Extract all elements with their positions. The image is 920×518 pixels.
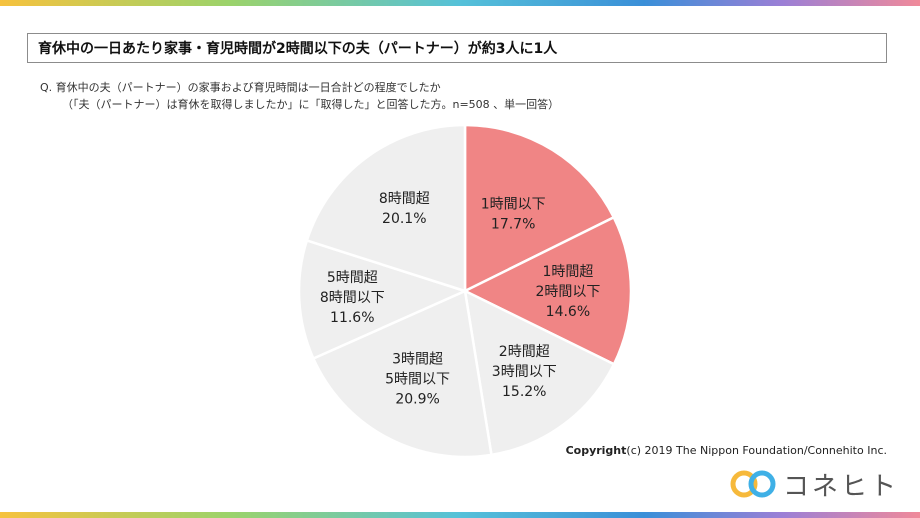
- pie-slice: [463, 123, 616, 294]
- slice-label: 8時間超 20.1%: [379, 191, 430, 227]
- copyright-bold: Copyright: [565, 444, 627, 457]
- connehito-logo-icon: [730, 470, 776, 498]
- question-line-1: Q. 育休中の夫（パートナー）の家事および育児時間は一日合計どの程度でしたか: [40, 81, 441, 94]
- copyright-rest: (c) 2019 The Nippon Foundation/Connehito…: [626, 444, 887, 457]
- slice-value-label: 14.6%: [546, 304, 590, 320]
- page-title: 育休中の一日あたり家事・育児時間が2時間以下の夫（パートナー）が約3人に1人: [27, 33, 887, 63]
- slice-category-label: 3時間超: [392, 352, 443, 368]
- pie-slice: [462, 215, 633, 366]
- slice-value-label: 20.9%: [395, 392, 439, 408]
- bottom-stripe: [0, 512, 920, 518]
- pie-slice: [297, 238, 469, 361]
- slice-category-label: 2時間以下: [535, 284, 600, 300]
- slice-label: 2時間超 3時間以下 15.2%: [492, 344, 557, 400]
- slice-category-label: 3時間以下: [492, 364, 557, 380]
- slice-category-label: 1時間超: [542, 264, 593, 280]
- pie-slices: [297, 123, 633, 459]
- question-text: Q. 育休中の夫（パートナー）の家事および育児時間は一日合計どの程度でしたか （…: [40, 79, 559, 113]
- question-line-2: （「夫（パートナー）は育休を取得しましたか」に「取得した」と回答した方。n=50…: [62, 98, 560, 111]
- pie-slice: [305, 123, 467, 293]
- slice-category-label: 1時間以下: [481, 196, 546, 212]
- connehito-logo: コネヒト: [727, 466, 899, 502]
- slice-category-label: 5時間超: [327, 270, 378, 286]
- slice-category-label: 8時間以下: [320, 290, 385, 306]
- slice-label: 1時間以下 17.7%: [481, 196, 546, 232]
- logo-text: コネヒト: [783, 471, 900, 502]
- top-stripe: [0, 0, 920, 6]
- page-title-text: 育休中の一日あたり家事・育児時間が2時間以下の夫（パートナー）が約3人に1人: [38, 41, 558, 57]
- slice-label: 5時間超 8時間以下 11.6%: [320, 270, 385, 326]
- slice-value-label: 17.7%: [491, 216, 535, 232]
- slice-category-label: 2時間超: [499, 344, 550, 360]
- slice-category-label: 8時間超: [379, 191, 430, 207]
- slice-label: 3時間超 5時間以下 20.9%: [385, 352, 450, 408]
- slice-value-label: 20.1%: [382, 211, 426, 227]
- slice-label: 1時間超 2時間以下 14.6%: [535, 264, 600, 320]
- pie-labels: 1時間以下 17.7% 1時間超 2時間以下 14.6% 2時間超 3時間以下 15.2% 3時…: [320, 191, 601, 408]
- pie-slice: [463, 288, 616, 457]
- slice-value-label: 11.6%: [330, 310, 374, 326]
- slice-category-label: 5時間以下: [385, 372, 450, 388]
- pie-slice: [311, 289, 493, 459]
- slice-value-label: 15.2%: [502, 384, 546, 400]
- copyright: Copyright(c) 2019 The Nippon Foundation/…: [566, 444, 887, 457]
